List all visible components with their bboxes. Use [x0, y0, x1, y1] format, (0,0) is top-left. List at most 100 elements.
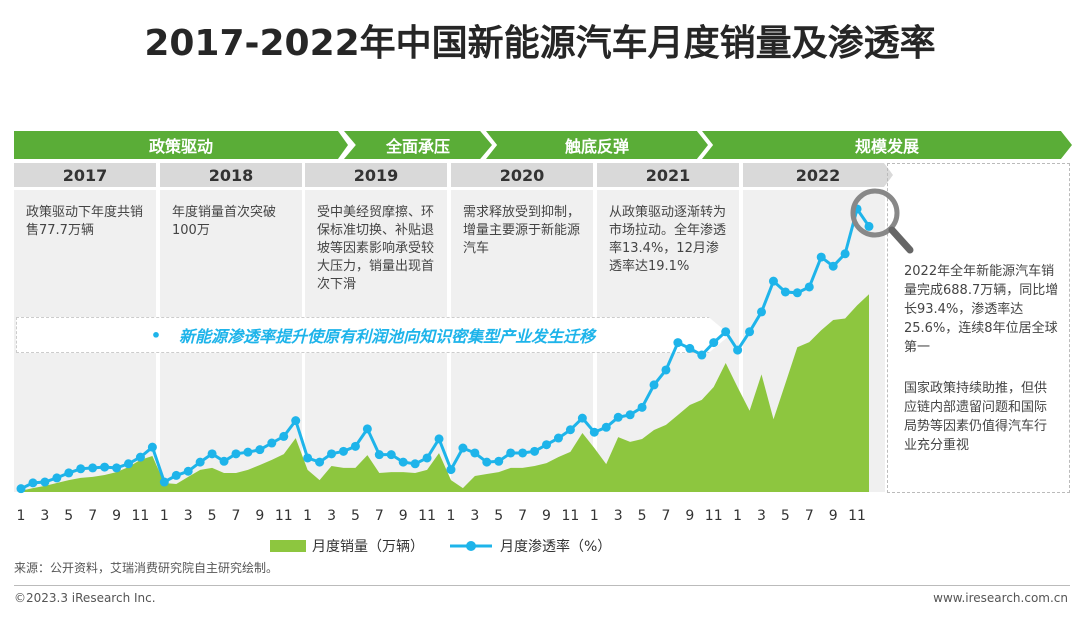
penetration-point — [267, 438, 277, 448]
penetration-point — [303, 453, 313, 463]
x-tick-label: 11 — [704, 508, 723, 524]
penetration-point — [565, 425, 575, 435]
penetration-point — [350, 441, 360, 451]
x-tick-label: 9 — [828, 508, 838, 524]
year-label: 2020 — [499, 165, 545, 185]
legend: 月度销量（万辆） 月度渗透率（%） — [270, 536, 611, 556]
penetration-point — [733, 345, 743, 355]
summary-note: 2022年全年新能源汽车销量完成688.7万辆，同比增长93.4%，渗透率达25… — [904, 264, 1059, 355]
penetration-point — [123, 459, 133, 469]
penetration-point — [721, 327, 731, 337]
x-tick-label: 3 — [183, 508, 193, 524]
x-tick-label: 5 — [780, 508, 790, 524]
penetration-point — [291, 416, 301, 426]
penetration-point — [601, 422, 611, 432]
penetration-point — [816, 252, 826, 262]
penetration-point — [112, 463, 122, 473]
x-tick-label: 11 — [418, 508, 436, 524]
year-header: 2021 — [597, 163, 739, 187]
penetration-point — [64, 468, 74, 478]
penetration-point — [458, 443, 468, 453]
penetration-point — [52, 473, 62, 483]
penetration-point — [470, 448, 480, 458]
page-title: 2017-2022年中国新能源汽车月度销量及渗透率 — [144, 23, 936, 64]
x-tick-label: 1 — [303, 508, 313, 524]
year-label: 2022 — [795, 165, 841, 185]
x-tick-label: 9 — [542, 508, 551, 524]
x-tick-label: 9 — [255, 508, 265, 524]
x-tick-label: 5 — [494, 508, 504, 524]
year-header: 2017 — [14, 163, 156, 187]
penetration-point — [243, 447, 253, 457]
x-tick-label: 7 — [518, 508, 528, 524]
insight-banner: • 新能源渗透率提升使原有利润池向知识密集型产业发生迁移 — [16, 317, 730, 353]
x-tick-label: 1 — [589, 508, 599, 524]
penetration-point — [398, 457, 408, 467]
penetration-point — [709, 338, 719, 348]
year-header: 2022 — [743, 163, 893, 187]
year-label: 2018 — [208, 165, 254, 185]
penetration-point — [840, 249, 850, 259]
penetration-point — [613, 412, 623, 422]
penetration-point — [446, 465, 456, 475]
summary-note: 国家政策持续助推，但供应链内部遗留问题和国际局势等因素仍值得汽车行业充分重视 — [904, 381, 1048, 453]
x-tick-label: 5 — [350, 508, 360, 524]
penetration-point — [661, 365, 671, 375]
penetration-point — [279, 431, 289, 441]
penetration-point — [518, 448, 528, 458]
penetration-point — [76, 464, 86, 474]
penetration-point — [386, 450, 396, 460]
penetration-point — [589, 427, 599, 437]
bullet: • — [150, 325, 162, 345]
penetration-point — [542, 440, 552, 450]
penetration-point — [530, 446, 540, 456]
penetration-point — [804, 282, 814, 292]
x-tick-label: 9 — [112, 508, 122, 524]
phase-label: 触底反弹 — [564, 137, 629, 156]
website-link[interactable]: www.iresearch.com.cn — [933, 591, 1068, 605]
penetration-point — [374, 450, 384, 460]
x-tick-label: 7 — [804, 508, 814, 524]
year-header: 2018 — [160, 163, 302, 187]
x-tick-label: 7 — [661, 508, 671, 524]
x-tick-label: 1 — [446, 508, 456, 524]
phase-label: 政策驱动 — [148, 137, 213, 156]
penetration-point — [697, 350, 707, 360]
penetration-point — [28, 478, 38, 488]
penetration-point — [494, 456, 504, 466]
phase-scale: 规模发展 — [702, 131, 1072, 159]
penetration-point — [757, 307, 767, 317]
x-tick-label: 1 — [733, 508, 743, 524]
penetration-point — [255, 445, 265, 455]
penetration-point — [207, 449, 217, 459]
phase-label: 全面承压 — [385, 137, 450, 156]
penetration-point — [135, 452, 145, 462]
penetration-point — [338, 446, 348, 456]
x-tick-label: 1 — [16, 508, 26, 524]
phase-rebound: 触底反弹 — [486, 131, 708, 159]
penetration-point — [219, 456, 229, 466]
x-tick-label: 5 — [637, 508, 647, 524]
penetration-point — [159, 477, 169, 487]
phase-label: 规模发展 — [854, 137, 919, 156]
penetration-point — [315, 457, 325, 467]
x-tick-label: 11 — [848, 508, 866, 524]
year-description: 需求释放受到抑制，增量主要源于新能源汽车 — [463, 205, 581, 256]
year-description: 政策驱动下年度共销售77.7万辆 — [26, 205, 144, 238]
penetration-point — [649, 380, 659, 390]
x-tick-label: 7 — [374, 508, 384, 524]
year-label: 2017 — [62, 165, 108, 185]
x-tick-label: 3 — [613, 508, 623, 524]
divider — [14, 585, 1070, 586]
summary-box: 2022年全年新能源汽车销量完成688.7万辆，同比增长93.4%，渗透率达25… — [887, 163, 1070, 493]
penetration-point — [171, 470, 181, 480]
penetration-point — [482, 457, 492, 467]
phase-pressure: 全面承压 — [344, 131, 492, 159]
sales-area — [21, 294, 869, 492]
x-tick-label: 5 — [64, 508, 74, 524]
phase-policy: 政策驱动 — [14, 131, 348, 159]
penetration-point — [422, 453, 432, 463]
x-tick-label: 3 — [327, 508, 336, 524]
penetration-point — [40, 477, 50, 487]
